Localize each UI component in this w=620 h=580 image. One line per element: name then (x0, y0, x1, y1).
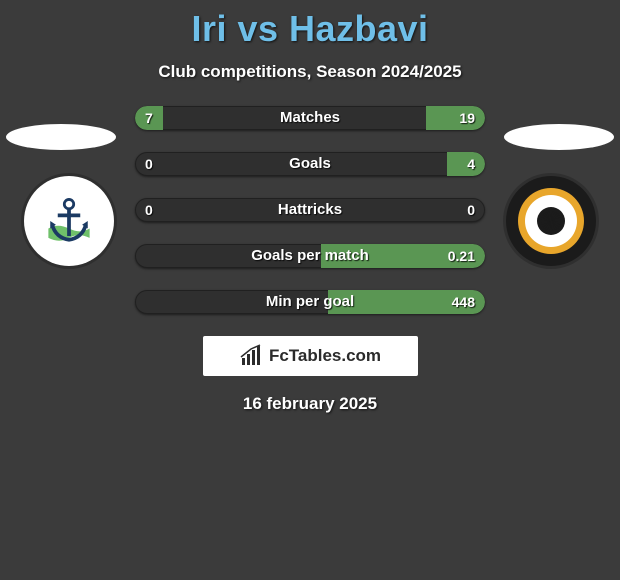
stat-row: Matches7 19 (135, 106, 485, 130)
bar-label: Min per goal (135, 290, 485, 314)
page-subtitle: Club competitions, Season 2024/2025 (0, 62, 620, 82)
page-title: Iri vs Hazbavi (0, 0, 620, 50)
brand-badge[interactable]: FcTables.com (203, 336, 418, 376)
bar-value-left: 0 (145, 152, 153, 176)
club-logo-left (24, 176, 114, 266)
bar-value-right: 0.21 (448, 244, 475, 268)
stats-bars: Matches719Goals04Hattricks00Goals per ma… (135, 106, 485, 314)
update-date: 16 february 2025 (0, 394, 620, 414)
bar-value-left: 0 (145, 198, 153, 222)
anchor-icon (24, 176, 114, 266)
brand-text: FcTables.com (269, 346, 381, 366)
bar-chart-icon (239, 344, 263, 368)
club-logo-right (506, 176, 596, 266)
bar-label: Matches (135, 106, 485, 130)
bar-value-right: 19 (459, 106, 475, 130)
stat-row: Min per goal448 (135, 290, 485, 314)
bar-value-left: 7 (145, 106, 153, 130)
bar-label: Hattricks (135, 198, 485, 222)
bar-value-right: 448 (452, 290, 475, 314)
bar-value-right: 0 (467, 198, 475, 222)
bar-label: Goals (135, 152, 485, 176)
stat-row: Hattricks0 0 (135, 198, 485, 222)
bar-value-right: 4 (467, 152, 475, 176)
stat-row: Goals0 4 (135, 152, 485, 176)
sun-icon (506, 176, 596, 266)
player-photo-placeholder-left (6, 124, 116, 150)
stat-row: Goals per match0.21 (135, 244, 485, 268)
bar-label: Goals per match (135, 244, 485, 268)
player-photo-placeholder-right (504, 124, 614, 150)
content-panel: Matches719Goals04Hattricks00Goals per ma… (0, 106, 620, 414)
